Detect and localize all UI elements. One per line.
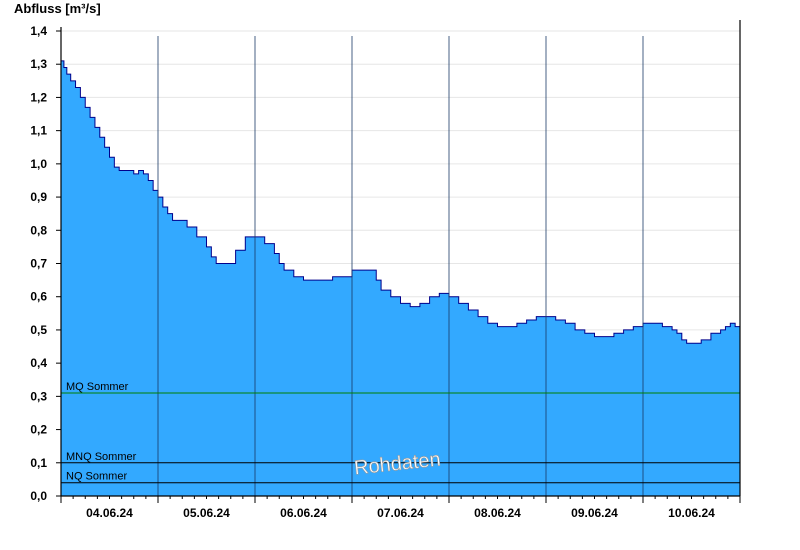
day-divider-lines [157, 36, 644, 496]
x-tick-label: 08.06.24 [474, 506, 521, 520]
y-tick-label: 0,4 [30, 356, 47, 370]
y-tick-label: 0,8 [30, 223, 47, 237]
x-tick-label: 04.06.24 [86, 506, 133, 520]
y-tick-labels: 0,0 0,1 0,2 0,3 0,4 0,5 0,6 0,7 0,8 0,9 1,0 1,1 1,2 1… [30, 24, 47, 503]
x-tick-label: 10.06.24 [668, 506, 715, 520]
x-tick-label: 07.06.24 [377, 506, 424, 520]
y-tick-label: 0,1 [30, 456, 47, 470]
y-tick-label: 0,5 [30, 323, 47, 337]
y-tick-label: 0,2 [30, 423, 47, 437]
x-tick-label: 09.06.24 [571, 506, 618, 520]
reference-line-label: MQ Sommer [66, 381, 129, 393]
reference-line-label: NQ Sommer [66, 471, 127, 483]
x-tick-labels: 04.06.24 05.06.24 06.06.24 07.06.24 08.06.24… [86, 506, 715, 520]
discharge-area-fill [61, 60, 740, 497]
axes [56, 20, 741, 503]
x-tick-label: 05.06.24 [183, 506, 230, 520]
reference-lines: MQ Sommer MNQ Sommer NQ Sommer [61, 381, 740, 484]
y-tick-label: 0,3 [30, 389, 47, 403]
y-tick-label: 1,0 [30, 157, 47, 171]
y-tick-label: 0,6 [30, 290, 47, 304]
y-tick-label: 1,1 [30, 124, 47, 138]
y-axis-title: Abfluss [m³/s] [14, 1, 101, 16]
y-tick-label: 0,0 [30, 489, 47, 503]
y-tick-label: 1,3 [30, 57, 47, 71]
y-tick-label: 0,7 [30, 257, 47, 271]
discharge-area [61, 60, 741, 497]
y-tick-label: 1,2 [30, 90, 47, 104]
reference-line-label: MNQ Sommer [66, 451, 137, 463]
y-tick-label: 0,9 [30, 190, 47, 204]
y-tick-label: 1,4 [30, 24, 47, 38]
x-tick-label: 06.06.24 [280, 506, 327, 520]
